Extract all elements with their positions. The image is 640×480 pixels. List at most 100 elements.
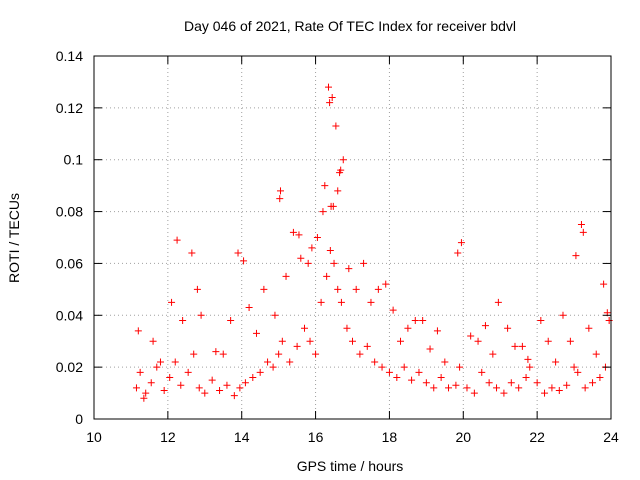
- data-point: [212, 348, 220, 356]
- data-point: [317, 298, 325, 306]
- data-point: [485, 379, 493, 387]
- data-point: [245, 304, 253, 312]
- y-tick-label: 0.12: [56, 100, 83, 116]
- data-point: [411, 316, 419, 324]
- data-point: [330, 259, 338, 267]
- y-tick-label: 0.02: [56, 359, 83, 375]
- data-point: [600, 280, 608, 288]
- data-point: [223, 381, 231, 389]
- data-point: [184, 368, 192, 376]
- data-point: [156, 358, 164, 366]
- data-point: [430, 384, 438, 392]
- chart-title: Day 046 of 2021, Rate Of TEC Index for r…: [184, 18, 516, 34]
- data-point: [230, 392, 238, 400]
- data-point: [326, 99, 334, 107]
- data-point: [572, 252, 580, 260]
- x-tick-label: 18: [382, 429, 398, 445]
- data-point: [385, 368, 393, 376]
- data-point: [295, 231, 303, 239]
- data-point: [415, 368, 423, 376]
- data-point: [437, 374, 445, 382]
- data-point: [289, 228, 297, 236]
- data-point: [382, 280, 390, 288]
- x-tick-label: 24: [603, 429, 619, 445]
- data-point: [356, 350, 364, 358]
- data-point: [463, 384, 471, 392]
- data-point: [481, 322, 489, 330]
- data-point: [208, 376, 216, 384]
- data-point: [515, 384, 523, 392]
- data-point: [142, 389, 150, 397]
- y-tick-label: 0.06: [56, 255, 83, 271]
- data-point: [282, 272, 290, 280]
- data-point: [293, 342, 301, 350]
- data-point: [216, 386, 224, 394]
- data-point: [264, 358, 272, 366]
- x-axis-label: GPS time / hours: [297, 458, 404, 474]
- data-point: [132, 384, 140, 392]
- data-point: [541, 389, 549, 397]
- data-point: [286, 358, 294, 366]
- data-point: [596, 374, 604, 382]
- data-point: [278, 337, 286, 345]
- x-tick-label: 10: [86, 429, 102, 445]
- data-point: [304, 259, 312, 267]
- data-point: [426, 345, 434, 353]
- data-point: [419, 316, 427, 324]
- data-point: [337, 166, 345, 174]
- data-point: [389, 306, 397, 314]
- data-point: [275, 350, 283, 358]
- data-point: [193, 285, 201, 293]
- data-point: [533, 379, 541, 387]
- data-point: [507, 379, 515, 387]
- data-point: [313, 234, 321, 241]
- data-point: [177, 381, 185, 389]
- data-point: [585, 324, 593, 332]
- data-point: [349, 337, 356, 345]
- data-point: [352, 285, 360, 293]
- data-point: [544, 337, 552, 345]
- data-point: [334, 187, 342, 195]
- y-tick-label: 0.04: [56, 307, 83, 323]
- data-point: [577, 221, 585, 229]
- x-tick-label: 20: [455, 429, 471, 445]
- data-point: [236, 384, 244, 392]
- data-point: [494, 298, 502, 306]
- data-point: [308, 244, 316, 252]
- data-point: [323, 272, 331, 280]
- data-point: [153, 363, 161, 371]
- data-point: [321, 182, 329, 190]
- data-point: [252, 329, 260, 337]
- data-point: [328, 93, 336, 101]
- data-point: [537, 316, 545, 324]
- data-point: [201, 389, 209, 397]
- plot-frame: [93, 55, 612, 420]
- data-point: [300, 324, 308, 332]
- data-point: [457, 239, 465, 247]
- x-tick-label: 16: [308, 429, 324, 445]
- data-point: [574, 368, 582, 376]
- data-point: [190, 350, 198, 358]
- data-point: [249, 374, 257, 382]
- data-point: [324, 83, 332, 91]
- data-point: [555, 386, 563, 394]
- data-point: [552, 358, 560, 366]
- data-point: [147, 379, 155, 387]
- data-point: [343, 324, 351, 332]
- data-point: [197, 311, 205, 319]
- y-axis-label: ROTI / TECUs: [6, 193, 22, 283]
- data-point: [140, 394, 148, 402]
- data-point: [256, 368, 264, 376]
- data-point: [489, 350, 497, 358]
- data-point: [171, 358, 179, 366]
- data-point: [559, 311, 567, 319]
- data-point: [297, 254, 305, 262]
- data-point: [312, 350, 320, 358]
- data-point: [441, 358, 449, 366]
- data-point: [149, 337, 157, 345]
- data-point: [276, 187, 284, 195]
- data-point: [563, 381, 571, 389]
- axis-ticks: 10 12 14 16 18 20 22 24 0 0.02 0.04 0.06 0.08 0.1 0.12…: [56, 48, 619, 445]
